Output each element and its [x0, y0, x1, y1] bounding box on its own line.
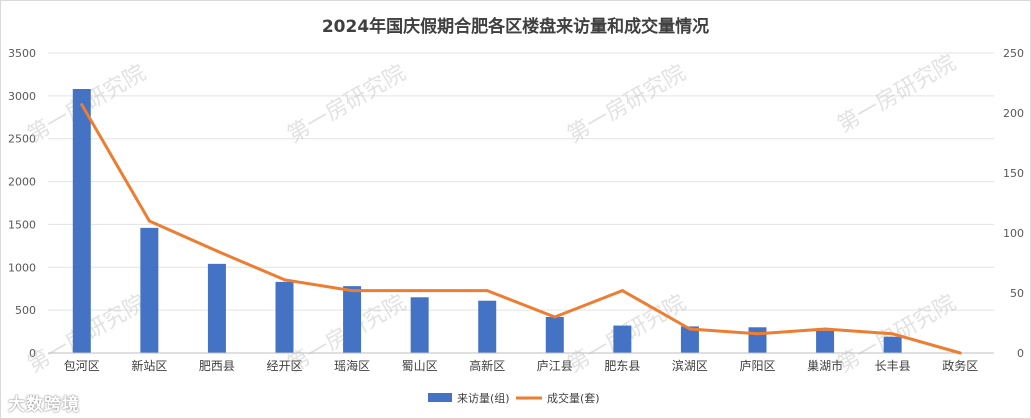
line-point — [283, 278, 286, 282]
bar — [140, 227, 159, 353]
y-left-tick-label: 2500 — [8, 133, 36, 146]
line-point — [485, 289, 489, 293]
bar — [545, 317, 564, 353]
corner-logo: 大数跨境 — [8, 395, 80, 415]
bar — [748, 327, 767, 353]
y-right-tick-label: 50 — [1010, 287, 1024, 300]
bar — [343, 286, 362, 353]
x-tick-label: 政务区 — [942, 358, 978, 373]
chart-title: 2024年国庆假期合肥各区楼盘来访量和成交量情况 — [321, 17, 710, 37]
y-right-tick-label: 150 — [1003, 167, 1024, 180]
line-point — [553, 315, 557, 319]
x-tick-label: 新站区 — [131, 358, 167, 373]
bar — [816, 330, 835, 353]
line-series — [80, 103, 961, 355]
x-tick-label: 瑶海区 — [334, 358, 370, 373]
line-point — [688, 327, 692, 331]
y-left-tick-label: 3500 — [8, 47, 36, 60]
line-point — [418, 289, 422, 293]
line-point — [350, 289, 354, 293]
bar — [613, 325, 632, 353]
line-point — [620, 289, 624, 293]
y-left-tick-label: 1000 — [8, 261, 36, 274]
x-tick-label: 高新区 — [469, 358, 505, 373]
watermark: 第一房研究院 — [833, 51, 960, 139]
x-tick-label: 包河区 — [64, 359, 100, 373]
watermark: 第一房研究院 — [563, 61, 690, 149]
bar — [72, 89, 91, 353]
line-point — [215, 249, 219, 253]
line-point — [823, 327, 827, 331]
bar — [883, 336, 902, 353]
bar — [680, 326, 699, 353]
y-left-tick-label: 1500 — [8, 218, 36, 231]
legend-label-bar: 来访量(组) — [457, 391, 510, 405]
x-tick-label: 肥东县 — [604, 359, 640, 373]
y-left-tick-label: 0 — [29, 347, 36, 360]
y-right-tick-label: 200 — [1003, 107, 1024, 120]
legend-label-line: 成交量(套) — [547, 391, 600, 405]
x-tick-label: 长丰县 — [875, 359, 911, 373]
x-tick-label: 蜀山区 — [402, 359, 438, 373]
legend-swatch-bar — [428, 393, 452, 402]
x-tick-label: 肥西县 — [199, 359, 235, 373]
line-point — [891, 332, 895, 336]
y-left-tick-label: 3000 — [8, 90, 36, 103]
x-tick-label: 庐江县 — [537, 358, 573, 373]
y-right-tick-label: 0 — [1017, 347, 1024, 360]
x-tick-label: 巢湖市 — [807, 358, 843, 373]
x-tick-label: 滨湖区 — [672, 358, 708, 373]
x-tick-label: 经开区 — [266, 359, 302, 373]
bar — [275, 281, 294, 353]
bar — [410, 297, 429, 353]
y-right-tick-label: 250 — [1003, 47, 1024, 60]
line-point — [958, 351, 962, 355]
watermark: 第一房研究院 — [283, 61, 410, 149]
line-point — [80, 103, 84, 107]
y-left-tick-label: 500 — [15, 304, 36, 317]
line-point — [756, 332, 759, 336]
y-right-tick-label: 100 — [1003, 227, 1024, 240]
line-point — [147, 219, 151, 223]
bar — [478, 300, 497, 353]
y-left-tick-label: 2000 — [8, 176, 36, 189]
x-tick-label: 庐阳区 — [739, 358, 775, 373]
bar — [207, 263, 226, 353]
